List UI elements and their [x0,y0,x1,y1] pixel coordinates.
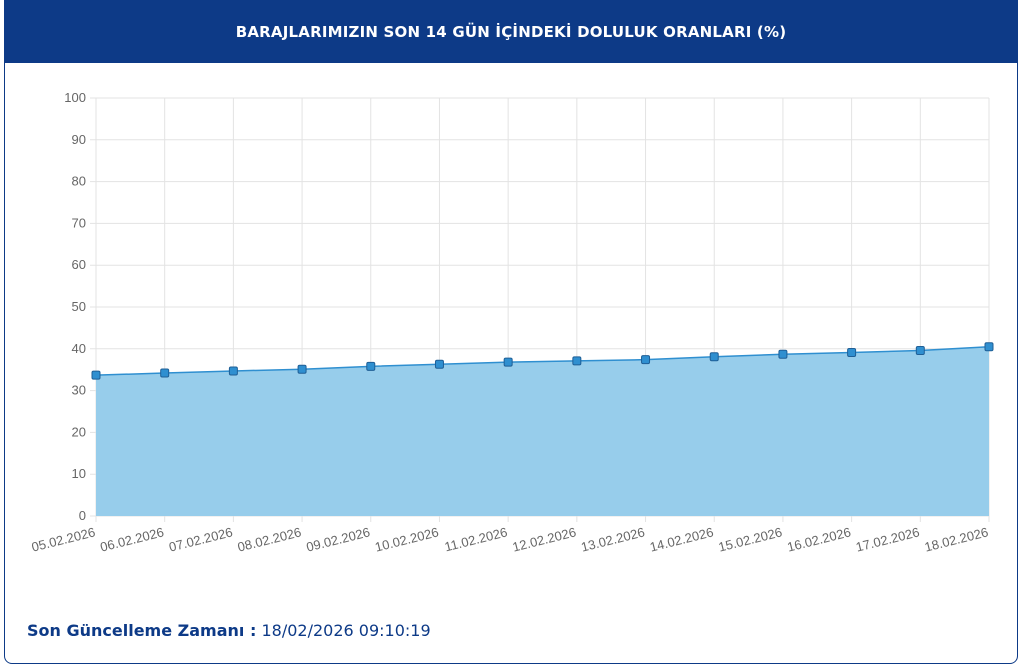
y-tick-label: 40 [72,341,86,356]
y-tick-label: 70 [72,215,86,230]
y-tick-label: 60 [72,257,86,272]
x-tick-label: 18.02.2026 [923,524,990,554]
data-point[interactable] [434,359,444,369]
series-points [91,342,994,380]
y-tick-label: 30 [72,383,86,398]
x-tick-label: 15.02.2026 [717,524,784,554]
data-point[interactable] [709,352,719,362]
x-tick-label: 07.02.2026 [167,524,234,554]
data-point[interactable] [572,356,582,366]
x-tick-label: 08.02.2026 [236,524,303,554]
data-point[interactable] [160,368,170,378]
x-tick-label: 05.02.2026 [30,524,97,554]
y-tick-label: 100 [64,90,86,105]
data-point[interactable] [366,361,376,371]
data-point[interactable] [915,345,925,355]
y-tick-label: 10 [72,466,86,481]
x-tick-label: 11.02.2026 [443,524,509,554]
x-tick-label: 14.02.2026 [648,524,715,554]
data-point[interactable] [641,355,651,365]
series-line [95,345,990,376]
y-tick-label: 80 [72,174,86,189]
data-point[interactable] [228,366,238,376]
chart-title: BARAJLARIMIZIN SON 14 GÜN İÇİNDEKİ DOLUL… [235,23,787,41]
last-update-label: Son Güncelleme Zamanı : [27,621,257,640]
data-point[interactable] [91,370,101,380]
x-axis-ticks: 05.02.2026 06.02.2026 07.02.2026 08.02.2026… [30,524,990,554]
series-area [96,346,989,516]
x-tick-label: 06.02.2026 [99,524,166,554]
x-tick-label: 16.02.2026 [786,524,853,554]
data-point[interactable] [778,349,788,359]
x-tick-label: 09.02.2026 [305,524,372,554]
chart-header: BARAJLARIMIZIN SON 14 GÜN İÇİNDEKİ DOLUL… [5,1,1017,63]
x-tick-label: 12.02.2026 [511,524,578,554]
chart-card: BARAJLARIMIZIN SON 14 GÜN İÇİNDEKİ DOLUL… [4,0,1018,664]
y-tick-label: 50 [72,299,86,314]
y-tick-label: 90 [72,132,86,147]
last-update-value: 18/02/2026 09:10:19 [261,621,431,640]
x-tick-label: 10.02.2026 [373,524,440,554]
data-point[interactable] [984,342,994,352]
x-tick-label: 17.02.2026 [854,524,921,554]
y-tick-label: 0 [79,508,86,523]
data-point[interactable] [847,348,857,358]
data-point[interactable] [297,364,307,374]
area-chart: 0 10 20 30 40 50 60 70 80 90 100 05.02.2026 06.02.2… [30,90,994,555]
x-tick-label: 13.02.2026 [579,524,646,554]
data-point[interactable] [503,357,513,367]
last-update: Son Güncelleme Zamanı : 18/02/2026 09:10… [27,621,431,640]
y-tick-label: 20 [72,424,86,439]
y-axis-ticks: 0 10 20 30 40 50 60 70 80 90 100 [64,90,86,523]
